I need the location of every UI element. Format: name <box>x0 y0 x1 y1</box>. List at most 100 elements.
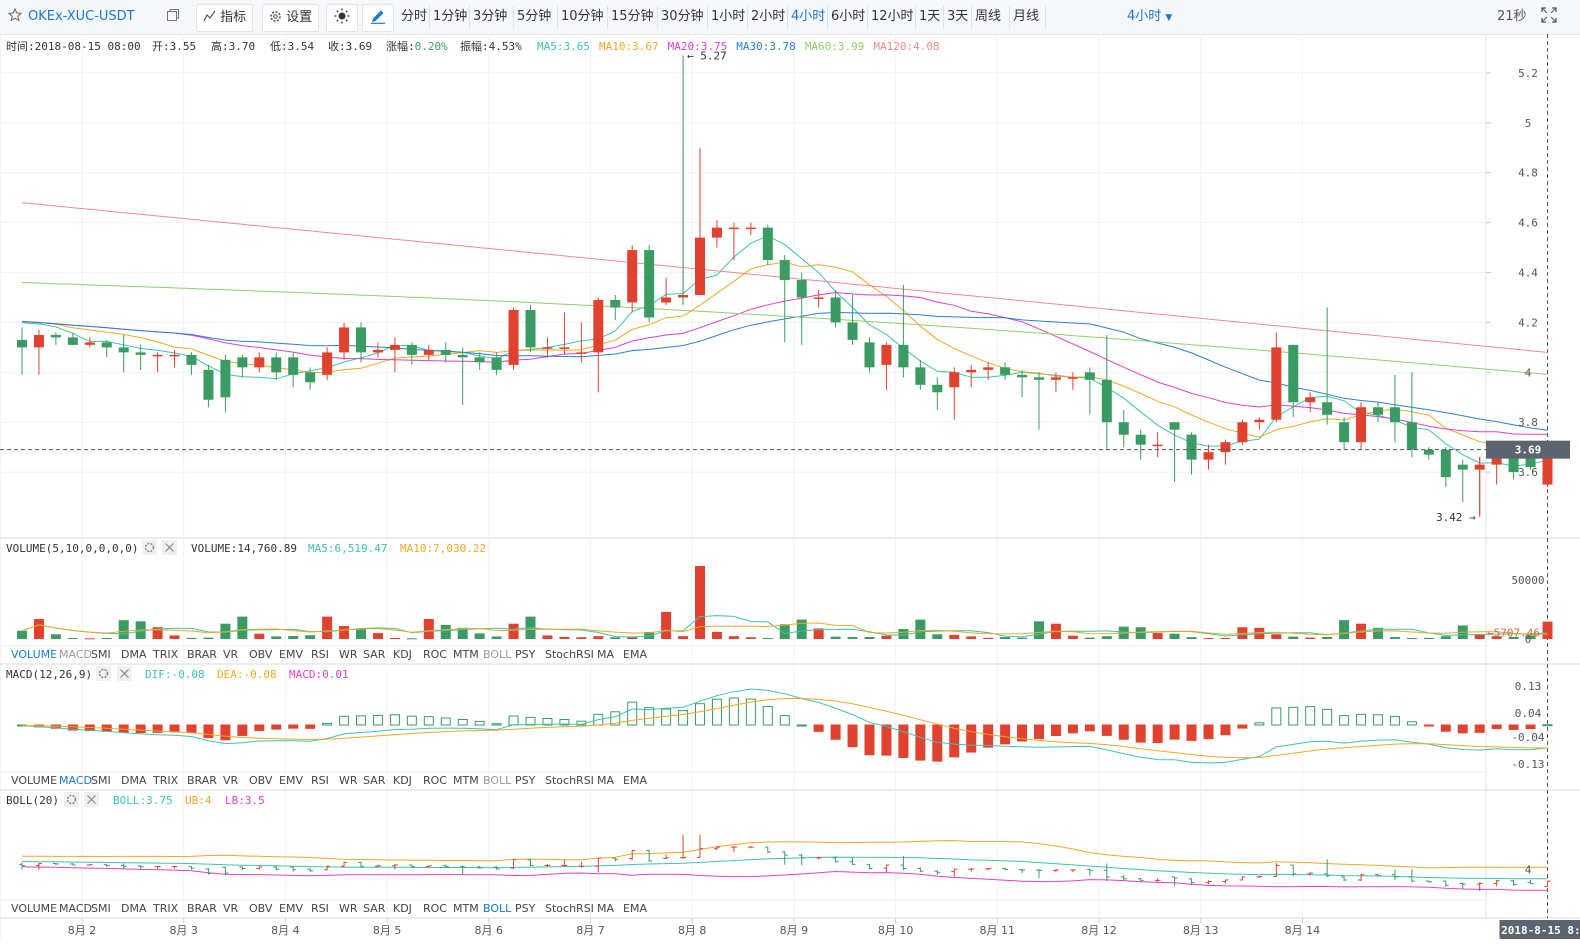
period-1[interactable]: 1分钟 <box>433 9 468 24</box>
indicator-tab-brar[interactable]: BRAR <box>187 774 217 787</box>
period-11[interactable]: 12小时 <box>871 9 914 24</box>
indicator-button[interactable]: 指标 <box>196 4 254 32</box>
period-0[interactable]: 分时 <box>401 9 428 24</box>
indicator-tab-sar[interactable]: SAR <box>363 774 386 787</box>
indicator-tab-mtm[interactable]: MTM <box>453 902 479 915</box>
symbol-title[interactable]: OKEx-XUC-USDT <box>28 9 135 24</box>
indicator-tab-trix[interactable]: TRIX <box>152 774 179 787</box>
indicator-tab-boll[interactable]: BOLL <box>483 648 512 661</box>
period-4[interactable]: 10分钟 <box>561 9 604 24</box>
indicator-tab-brar[interactable]: BRAR <box>187 648 217 661</box>
candle-body <box>1237 422 1248 443</box>
indicator-tab-kdj[interactable]: KDJ <box>393 648 412 661</box>
indicator-tab-sar[interactable]: SAR <box>363 648 386 661</box>
indicator-tab-macd[interactable]: MACD <box>59 902 92 915</box>
close-icon[interactable] <box>162 540 177 555</box>
indicator-tab-obv[interactable]: OBV <box>249 648 273 661</box>
indicator-tab-macd[interactable]: MACD <box>59 774 92 787</box>
volume-bar <box>1288 636 1299 639</box>
period-12[interactable]: 1天 <box>919 9 941 24</box>
indicator-tab-smi[interactable]: SMI <box>91 902 111 915</box>
indicator-tab-emv[interactable]: EMV <box>279 902 303 915</box>
indicator-tab-mtm[interactable]: MTM <box>453 774 479 787</box>
favorite-icon[interactable] <box>7 4 23 30</box>
indicator-tab-vr[interactable]: VR <box>223 902 239 915</box>
indicator-tab-psy[interactable]: PSY <box>515 902 536 915</box>
indicator-tabs: VOLUME MACD SMI DMA TRIX BRAR VR OBV EMV RSI WR SAR… <box>11 648 647 915</box>
period-8[interactable]: 2小时 <box>751 9 786 24</box>
theme-button[interactable] <box>326 4 358 32</box>
period-14[interactable]: 周线 <box>975 9 1002 24</box>
indicator-tab-trix[interactable]: TRIX <box>152 902 179 915</box>
indicator-tab-stochrsi[interactable]: StochRSI <box>545 774 594 787</box>
indicator-tab-ma[interactable]: MA <box>597 774 614 787</box>
indicator-tab-wr[interactable]: WR <box>339 648 358 661</box>
gear-icon[interactable] <box>142 540 157 555</box>
fullscreen-icon[interactable] <box>1541 4 1557 30</box>
boll-ohlc-bar <box>866 863 873 870</box>
indicator-tab-mtm[interactable]: MTM <box>453 648 479 661</box>
period-15[interactable]: 月线 <box>1013 9 1040 24</box>
indicator-tab-stochrsi[interactable]: StochRSI <box>545 648 594 661</box>
indicator-tab-obv[interactable]: OBV <box>249 774 273 787</box>
indicator-tab-vr[interactable]: VR <box>223 774 239 787</box>
indicator-tab-stochrsi[interactable]: StochRSI <box>545 902 594 915</box>
indicator-tab-obv[interactable]: OBV <box>249 902 273 915</box>
indicator-tab-rsi[interactable]: RSI <box>311 648 329 661</box>
indicator-tab-roc[interactable]: ROC <box>423 774 447 787</box>
indicator-tab-kdj[interactable]: KDJ <box>393 774 412 787</box>
indicator-tab-volume[interactable]: VOLUME <box>11 648 57 661</box>
indicator-tab-rsi[interactable]: RSI <box>311 902 329 915</box>
indicator-tab-dma[interactable]: DMA <box>121 774 147 787</box>
close-icon[interactable] <box>84 792 99 807</box>
candle <box>1152 432 1163 458</box>
period-10[interactable]: 6小时 <box>831 9 866 24</box>
indicator-tab-ma[interactable]: MA <box>597 648 614 661</box>
indicator-tab-wr[interactable]: WR <box>339 902 358 915</box>
draw-button[interactable] <box>362 4 394 32</box>
indicator-tab-ema[interactable]: EMA <box>623 648 647 661</box>
indicator-tab-rsi[interactable]: RSI <box>311 774 329 787</box>
indicator-tab-sar[interactable]: SAR <box>363 902 386 915</box>
indicator-tab-roc[interactable]: ROC <box>423 648 447 661</box>
indicator-tab-dma[interactable]: DMA <box>121 648 147 661</box>
indicator-tab-boll[interactable]: BOLL <box>483 902 512 915</box>
indicator-tab-trix[interactable]: TRIX <box>152 648 179 661</box>
gear-icon[interactable] <box>96 666 111 681</box>
period-6[interactable]: 30分钟 <box>661 9 704 24</box>
indicator-tab-brar[interactable]: BRAR <box>187 902 217 915</box>
period-2[interactable]: 3分钟 <box>473 9 508 24</box>
indicator-tab-volume[interactable]: VOLUME <box>11 774 57 787</box>
indicator-tab-vr[interactable]: VR <box>223 648 239 661</box>
kline-chart[interactable]: ← 5.27 3.42 → 5.2 5 4.8 4.6 4.4 4.2 4 3.8 3.6 3.69… <box>0 34 1580 945</box>
indicator-tab-smi[interactable]: SMI <box>91 648 111 661</box>
period-3[interactable]: 5分钟 <box>517 9 552 24</box>
indicator-tab-volume[interactable]: VOLUME <box>11 902 57 915</box>
period-7[interactable]: 1小时 <box>711 9 746 24</box>
indicator-tab-emv[interactable]: EMV <box>279 774 303 787</box>
period-13[interactable]: 3天 <box>947 9 969 24</box>
indicator-tab-ema[interactable]: EMA <box>623 902 647 915</box>
macd-tick-label: -0.13 <box>1511 758 1544 771</box>
indicator-tab-psy[interactable]: PSY <box>515 774 536 787</box>
period-5[interactable]: 15分钟 <box>611 9 654 24</box>
copy-icon[interactable] <box>166 4 180 30</box>
indicator-tab-psy[interactable]: PSY <box>515 648 536 661</box>
indicator-tab-roc[interactable]: ROC <box>423 902 447 915</box>
settings-button[interactable]: 设置 <box>262 4 320 32</box>
gear-icon[interactable] <box>64 792 79 807</box>
indicator-tab-kdj[interactable]: KDJ <box>393 902 412 915</box>
candle-body <box>322 352 333 375</box>
indicator-tab-emv[interactable]: EMV <box>279 648 303 661</box>
indicator-tab-macd[interactable]: MACD <box>59 648 92 661</box>
close-icon[interactable] <box>117 666 132 681</box>
indicator-tab-dma[interactable]: DMA <box>121 902 147 915</box>
period-dropdown[interactable]: 4小时 ▼ <box>1127 4 1172 30</box>
period-9[interactable]: 4小时 <box>791 9 826 24</box>
indicator-tab-smi[interactable]: SMI <box>91 774 111 787</box>
indicator-tab-boll[interactable]: BOLL <box>483 774 512 787</box>
indicator-tab-ema[interactable]: EMA <box>623 774 647 787</box>
indicator-tab-wr[interactable]: WR <box>339 774 358 787</box>
boll-ohlc-bar <box>985 867 992 871</box>
indicator-tab-ma[interactable]: MA <box>597 902 614 915</box>
